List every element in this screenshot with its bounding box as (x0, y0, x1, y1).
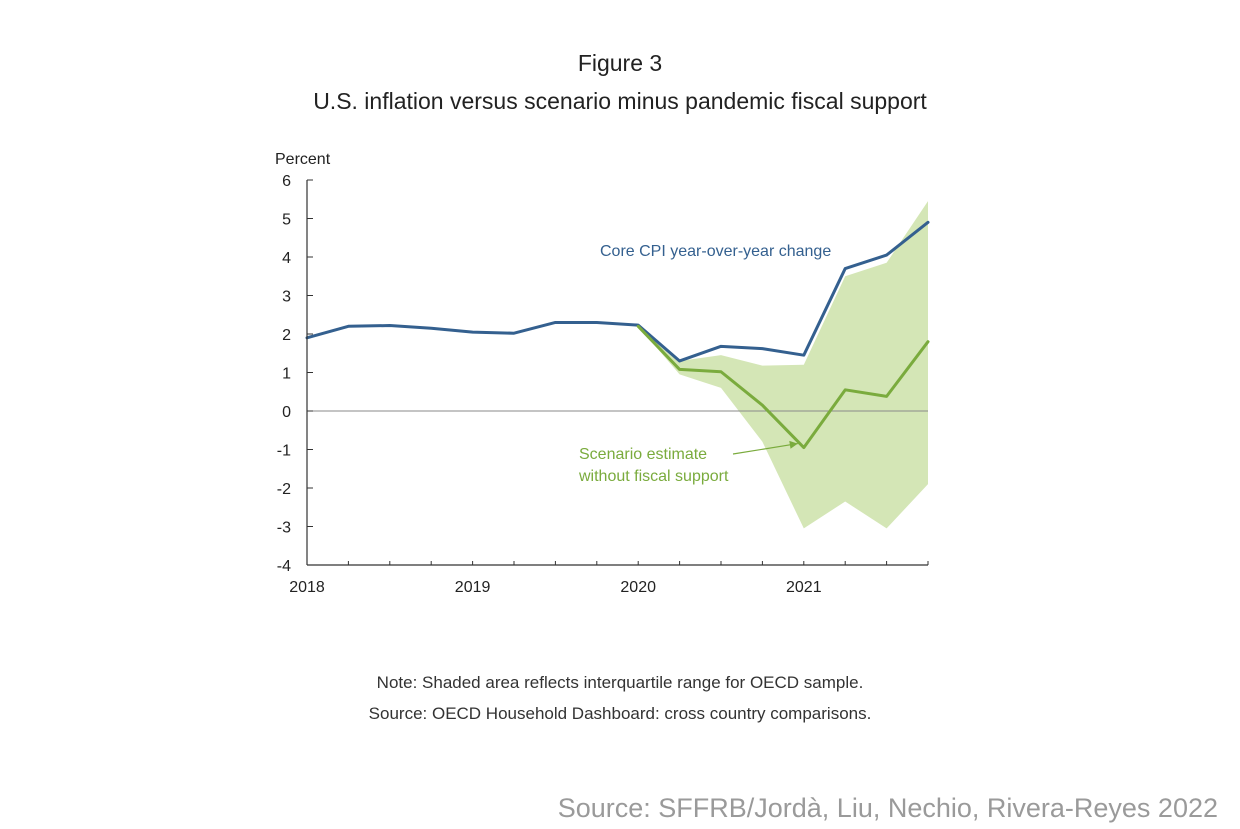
scenario-series-line (636, 324, 930, 450)
core-series-line (305, 220, 930, 363)
chart: 6 5 4 3 2 1 0 -1 -2 -3 -4 2018 2019 2020 2021 Percent C… (275, 151, 930, 596)
y-tick-label: 6 (282, 173, 291, 190)
chart-note: Note: Shaded area reflects interquartile… (376, 673, 864, 692)
x-tick-label: 2021 (786, 579, 822, 596)
x-tick-label: 2020 (620, 579, 656, 596)
figure-title: U.S. inflation versus scenario minus pan… (313, 88, 927, 114)
scenario-pointer-arrowhead (789, 440, 798, 449)
y-tick-label: 4 (282, 250, 291, 267)
y-tick-label: 0 (282, 404, 291, 421)
scenario-pointer-line (732, 442, 798, 455)
interquartile-band (638, 201, 928, 529)
y-tick-label: -3 (277, 520, 291, 537)
y-tick-label: -2 (277, 481, 291, 498)
core-series-label: Core CPI year-over-year change (600, 243, 831, 260)
figure-label: Figure 3 (577, 50, 663, 76)
y-tick-label: 2 (282, 327, 291, 344)
y-axis-label: Percent (275, 151, 331, 168)
y-tick-label: 1 (282, 366, 291, 383)
y-tick-label: 5 (282, 212, 291, 229)
y-tick-label: 3 (282, 289, 291, 306)
x-tick-label: 2019 (455, 579, 491, 596)
y-tick-label: -4 (277, 558, 291, 575)
x-tick-label: 2018 (289, 579, 325, 596)
scenario-series-label: Scenario estimate (579, 446, 707, 463)
scenario-series-label: without fiscal support (578, 468, 729, 485)
y-tick-label: -1 (277, 443, 291, 460)
chart-source: Source: OECD Household Dashboard: cross … (368, 704, 872, 723)
image-credit: Source: SFFRB/Jordà, Liu, Nechio, Rivera… (557, 793, 1218, 823)
